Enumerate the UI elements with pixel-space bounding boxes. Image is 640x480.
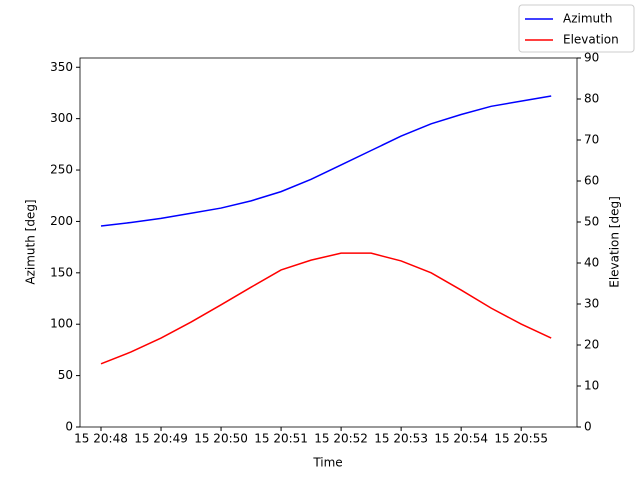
y-tick-label: 100: [50, 317, 73, 331]
x-tick-label: 15 20:49: [134, 432, 188, 446]
y2-tick-label: 90: [584, 51, 599, 65]
x-tick-label: 15 20:50: [194, 432, 248, 446]
x-tick-label: 15 20:48: [74, 432, 128, 446]
y2-tick-label: 40: [584, 256, 599, 270]
y2-tick-label: 10: [584, 379, 599, 393]
y2-axis-label: Elevation [deg]: [608, 196, 622, 288]
x-tick-label: 15 20:53: [374, 432, 428, 446]
y-tick-label: 300: [50, 111, 73, 125]
y2-tick-label: 70: [584, 133, 599, 147]
y-tick-label: 150: [50, 265, 73, 279]
x-tick-label: 15 20:51: [254, 432, 308, 446]
y-axis-label: Azimuth [deg]: [24, 199, 38, 284]
plot-frame: [79, 57, 578, 428]
y2-tick-label: 60: [584, 174, 599, 188]
legend-label: Azimuth: [563, 12, 612, 26]
y-tick-label: 50: [58, 368, 73, 382]
y-tick-label: 200: [50, 214, 73, 228]
y2-tick-label: 20: [584, 338, 599, 352]
series-line: [100, 252, 552, 365]
x-tick-label: 15 20:55: [494, 432, 548, 446]
y2-tick-label: 30: [584, 297, 599, 311]
legend-label: Elevation: [563, 33, 619, 47]
x-tick-label: 15 20:52: [314, 432, 368, 446]
series-line: [100, 95, 552, 227]
y2-tick-label: 80: [584, 92, 599, 106]
y-tick-label: 350: [50, 60, 73, 74]
y-tick-label: 250: [50, 163, 73, 177]
y2-tick-label: 50: [584, 215, 599, 229]
y2-tick-label: 0: [584, 420, 592, 434]
x-tick-label: 15 20:54: [434, 432, 488, 446]
x-axis-label: Time: [312, 456, 342, 470]
y-tick-label: 0: [65, 420, 73, 434]
